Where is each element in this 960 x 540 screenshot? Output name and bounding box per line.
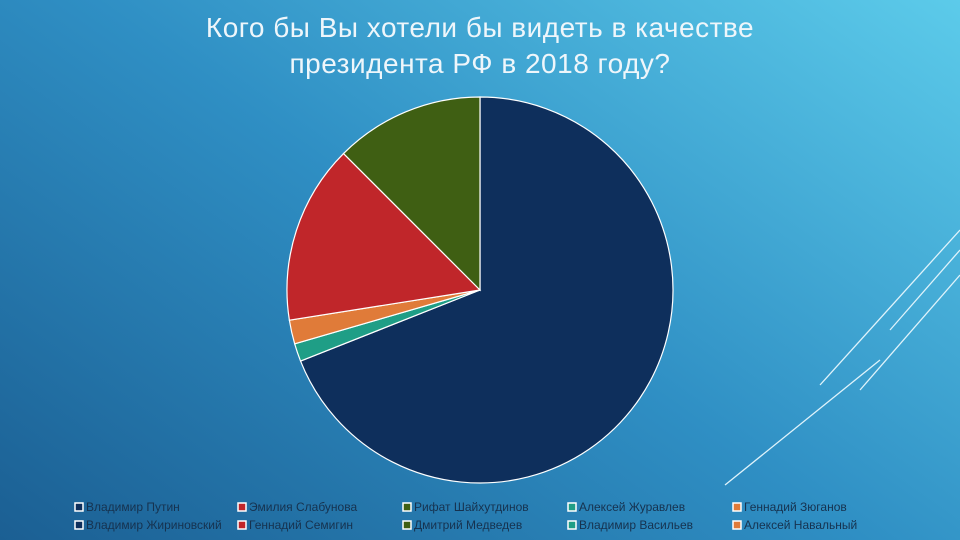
legend-label: Владимир Путин xyxy=(86,500,180,514)
legend-label: Рифат Шайхутдинов xyxy=(414,500,529,514)
legend-swatch xyxy=(237,502,247,512)
legend-swatch xyxy=(732,502,742,512)
pie-slice xyxy=(286,152,482,321)
legend-label: Владимир Васильев xyxy=(579,518,693,532)
legend-swatch xyxy=(567,520,577,530)
chart-title: Кого бы Вы хотели бы видеть в качестве п… xyxy=(205,12,755,79)
legend-swatch xyxy=(567,502,577,512)
legend-swatch xyxy=(237,520,247,530)
legend-swatch xyxy=(74,502,84,512)
pie-slice xyxy=(299,96,674,484)
legend-swatch xyxy=(732,520,742,530)
legend-swatch xyxy=(402,502,412,512)
legend-label: Геннадий Зюганов xyxy=(744,500,847,514)
legend-swatch xyxy=(74,520,84,530)
legend-label: Эмилия Слабунова xyxy=(249,500,357,514)
legend-label: Дмитрий Медведев xyxy=(414,518,522,532)
legend-label: Алексей Журавлев xyxy=(579,500,685,514)
legend-swatch xyxy=(402,520,412,530)
legend-label: Владимир Жириновский xyxy=(86,518,222,532)
legend-label: Геннадий Семигин xyxy=(249,518,353,532)
decor xyxy=(724,229,960,486)
legend-label: Алексей Навальный xyxy=(744,518,857,532)
pie-slice xyxy=(342,96,481,292)
